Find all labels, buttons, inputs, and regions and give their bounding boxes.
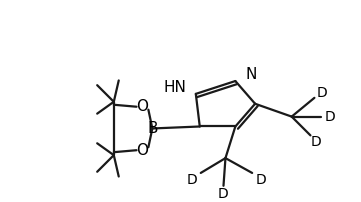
Text: O: O [136, 143, 148, 158]
Text: O: O [136, 99, 148, 114]
Text: D: D [325, 110, 336, 124]
Text: HN: HN [163, 80, 186, 96]
Text: N: N [245, 67, 257, 82]
Text: D: D [187, 173, 197, 187]
Text: B: B [147, 121, 158, 136]
Text: D: D [256, 173, 266, 187]
Text: D: D [317, 86, 328, 100]
Text: D: D [311, 135, 322, 149]
Text: D: D [218, 187, 229, 201]
